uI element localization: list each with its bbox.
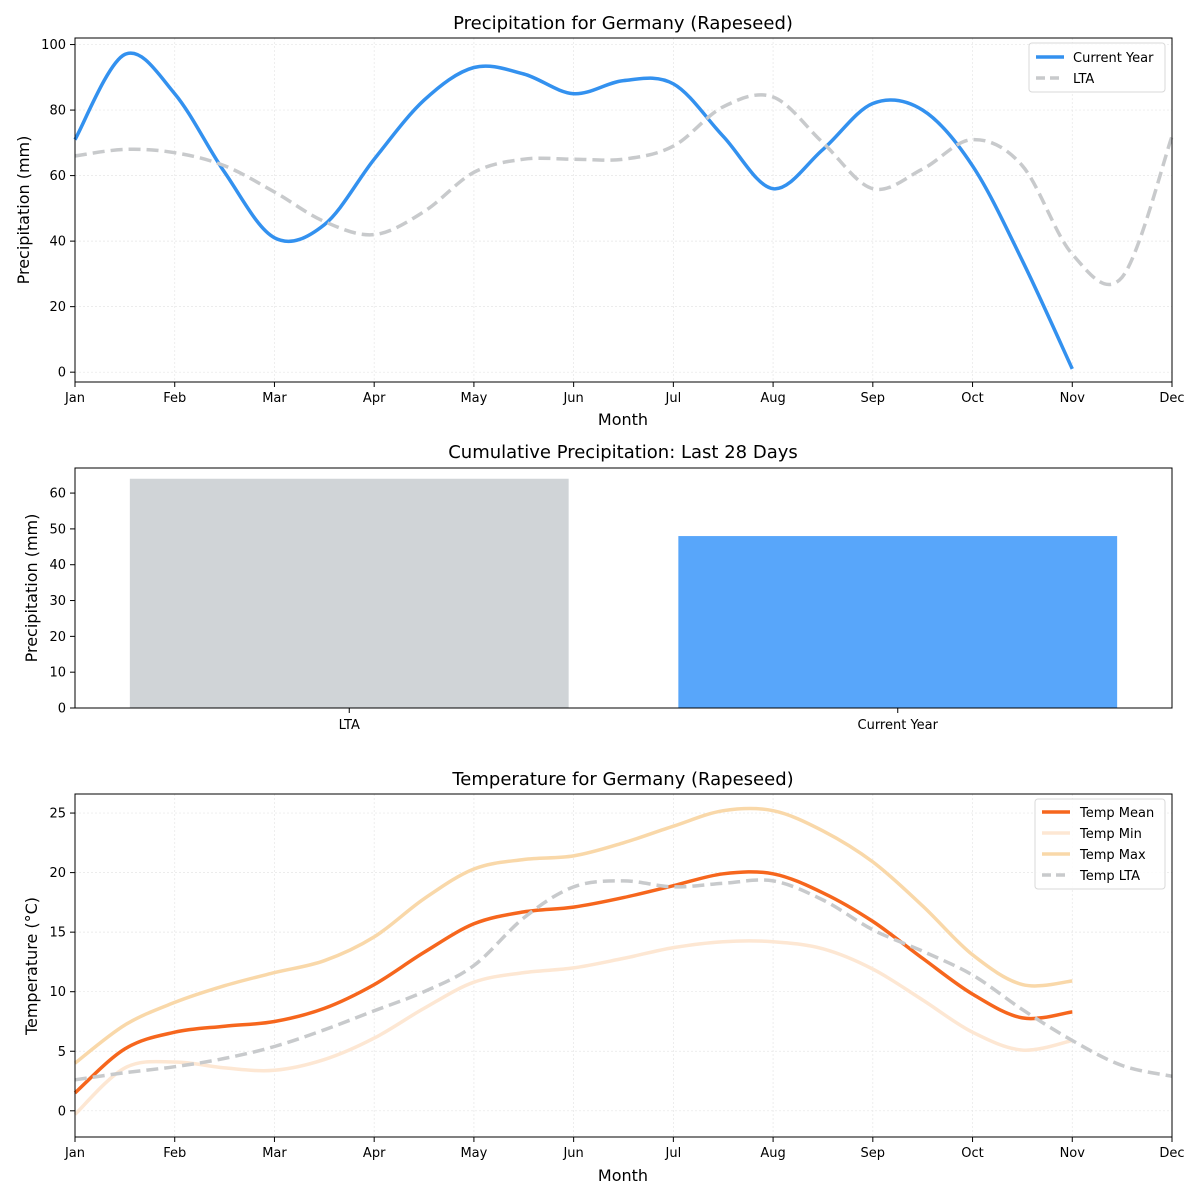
y-tick-label: 30	[49, 594, 66, 609]
x-tick-label-mar: Mar	[262, 1146, 287, 1161]
y-axis-ticks: 0 20 40 60 80 100	[41, 38, 75, 381]
series-line-temp-max	[73, 806, 1073, 1065]
x-tick-label-apr: Apr	[363, 391, 386, 406]
plot-area	[74, 37, 1173, 383]
x-tick-label-jan: Jan	[64, 1146, 85, 1161]
y-tick-label: 20	[49, 300, 66, 315]
y-axis-label: Temperature (°C)	[22, 897, 41, 1036]
y-tick-label: 0	[58, 1104, 66, 1119]
y-tick-label: 40	[49, 235, 66, 250]
x-tick-label-may: May	[460, 391, 487, 406]
y-tick-label: 15	[49, 926, 66, 941]
y-tick-label: 0	[58, 366, 66, 381]
y-tick-label: 0	[58, 702, 66, 717]
legend: Current Year LTA	[1028, 42, 1166, 93]
y-tick-label: 50	[49, 522, 66, 537]
y-tick-label: 10	[49, 666, 66, 681]
y-tick-label: 60	[49, 487, 66, 502]
legend-label-temp-mean: Temp Mean	[1079, 806, 1154, 821]
x-tick-label-sep: Sep	[861, 391, 886, 406]
y-tick-label: 80	[49, 104, 66, 119]
x-tick-label-apr: Apr	[363, 1146, 386, 1161]
y-tick-label: 20	[49, 630, 66, 645]
series-line-current-year	[73, 51, 1074, 370]
x-tick-label-nov: Nov	[1060, 391, 1086, 406]
chart-title: Cumulative Precipitation: Last 28 Days	[448, 442, 798, 463]
series-line-temp-min	[73, 939, 1073, 1116]
y-tick-label: 100	[41, 38, 66, 53]
x-tick-label-jan: Jan	[64, 391, 85, 406]
x-axis-ticks: Jan Feb Mar Apr May Jun Jul Aug Sep Oct Nov Dec	[64, 382, 1185, 406]
y-axis-ticks: 0 10 20 30 40 50 60	[49, 487, 75, 717]
x-tick-label-jun: Jun	[562, 391, 583, 406]
bar-lta	[129, 478, 569, 708]
x-axis-ticks: LTA Current Year	[339, 708, 939, 733]
x-axis-label: Month	[598, 1166, 648, 1185]
plot-area	[74, 467, 1173, 709]
series-line-temp-mean	[73, 870, 1073, 1095]
cumulative-precipitation-bar-chart: Cumulative Precipitation: Last 28 Days L…	[22, 442, 1173, 733]
x-tick-label-feb: Feb	[163, 391, 186, 406]
series-lines	[73, 51, 1174, 370]
y-tick-label: 10	[49, 985, 66, 1000]
series-line-temp-lta	[74, 878, 1173, 1082]
y-tick-label: 25	[49, 807, 66, 822]
legend-label-temp-max: Temp Max	[1079, 848, 1146, 863]
x-tick-label-nov: Nov	[1060, 1146, 1086, 1161]
y-tick-label: 40	[49, 558, 66, 573]
x-tick-label-oct: Oct	[961, 1146, 983, 1161]
x-axis-label: Month	[598, 410, 648, 429]
legend: Temp Mean Temp Min Temp Max Temp LTA	[1034, 798, 1166, 890]
legend-box	[1034, 798, 1166, 890]
x-tick-label-dec: Dec	[1159, 391, 1184, 406]
grid	[74, 38, 1173, 382]
x-tick-label-current-year: Current Year	[858, 718, 939, 733]
x-tick-label-jul: Jul	[665, 391, 682, 406]
plot-area	[74, 793, 1173, 1138]
y-axis-ticks: 0 5 10 15 20 25	[49, 807, 75, 1119]
x-tick-label-oct: Oct	[961, 391, 983, 406]
legend-label-current-year: Current Year	[1073, 51, 1154, 66]
y-tick-label: 5	[58, 1045, 66, 1060]
x-tick-label-may: May	[460, 1146, 487, 1161]
x-tick-label-dec: Dec	[1159, 1146, 1184, 1161]
y-axis-label: Precipitation (mm)	[14, 136, 33, 285]
x-axis-ticks: Jan Feb Mar Apr May Jun Jul Aug Sep Oct Nov Dec	[64, 1137, 1185, 1161]
series-lines	[73, 806, 1173, 1116]
legend-label-temp-lta: Temp LTA	[1079, 869, 1140, 884]
x-tick-label-feb: Feb	[163, 1146, 186, 1161]
x-tick-label-aug: Aug	[760, 1146, 785, 1161]
x-tick-label-mar: Mar	[262, 391, 287, 406]
y-tick-label: 20	[49, 866, 66, 881]
legend-label-temp-min: Temp Min	[1079, 827, 1142, 842]
bar-current-year	[678, 536, 1118, 708]
x-tick-label-aug: Aug	[760, 391, 785, 406]
temperature-line-chart: Temperature for Germany (Rapeseed) Jan Fe…	[22, 769, 1185, 1185]
grid	[74, 794, 1173, 1137]
y-tick-label: 60	[49, 169, 66, 184]
chart-title: Temperature for Germany (Rapeseed)	[451, 769, 793, 790]
legend-label-lta: LTA	[1073, 72, 1094, 87]
x-tick-label-jul: Jul	[665, 1146, 682, 1161]
series-line-lta	[74, 93, 1174, 287]
chart-title: Precipitation for Germany (Rapeseed)	[453, 13, 793, 34]
x-tick-label-lta: LTA	[339, 718, 360, 733]
x-tick-label-jun: Jun	[562, 1146, 583, 1161]
x-tick-label-sep: Sep	[861, 1146, 886, 1161]
y-axis-label: Precipitation (mm)	[22, 514, 41, 663]
precipitation-line-chart: Precipitation for Germany (Rapeseed) Jan…	[14, 13, 1185, 429]
bars	[129, 478, 1118, 708]
